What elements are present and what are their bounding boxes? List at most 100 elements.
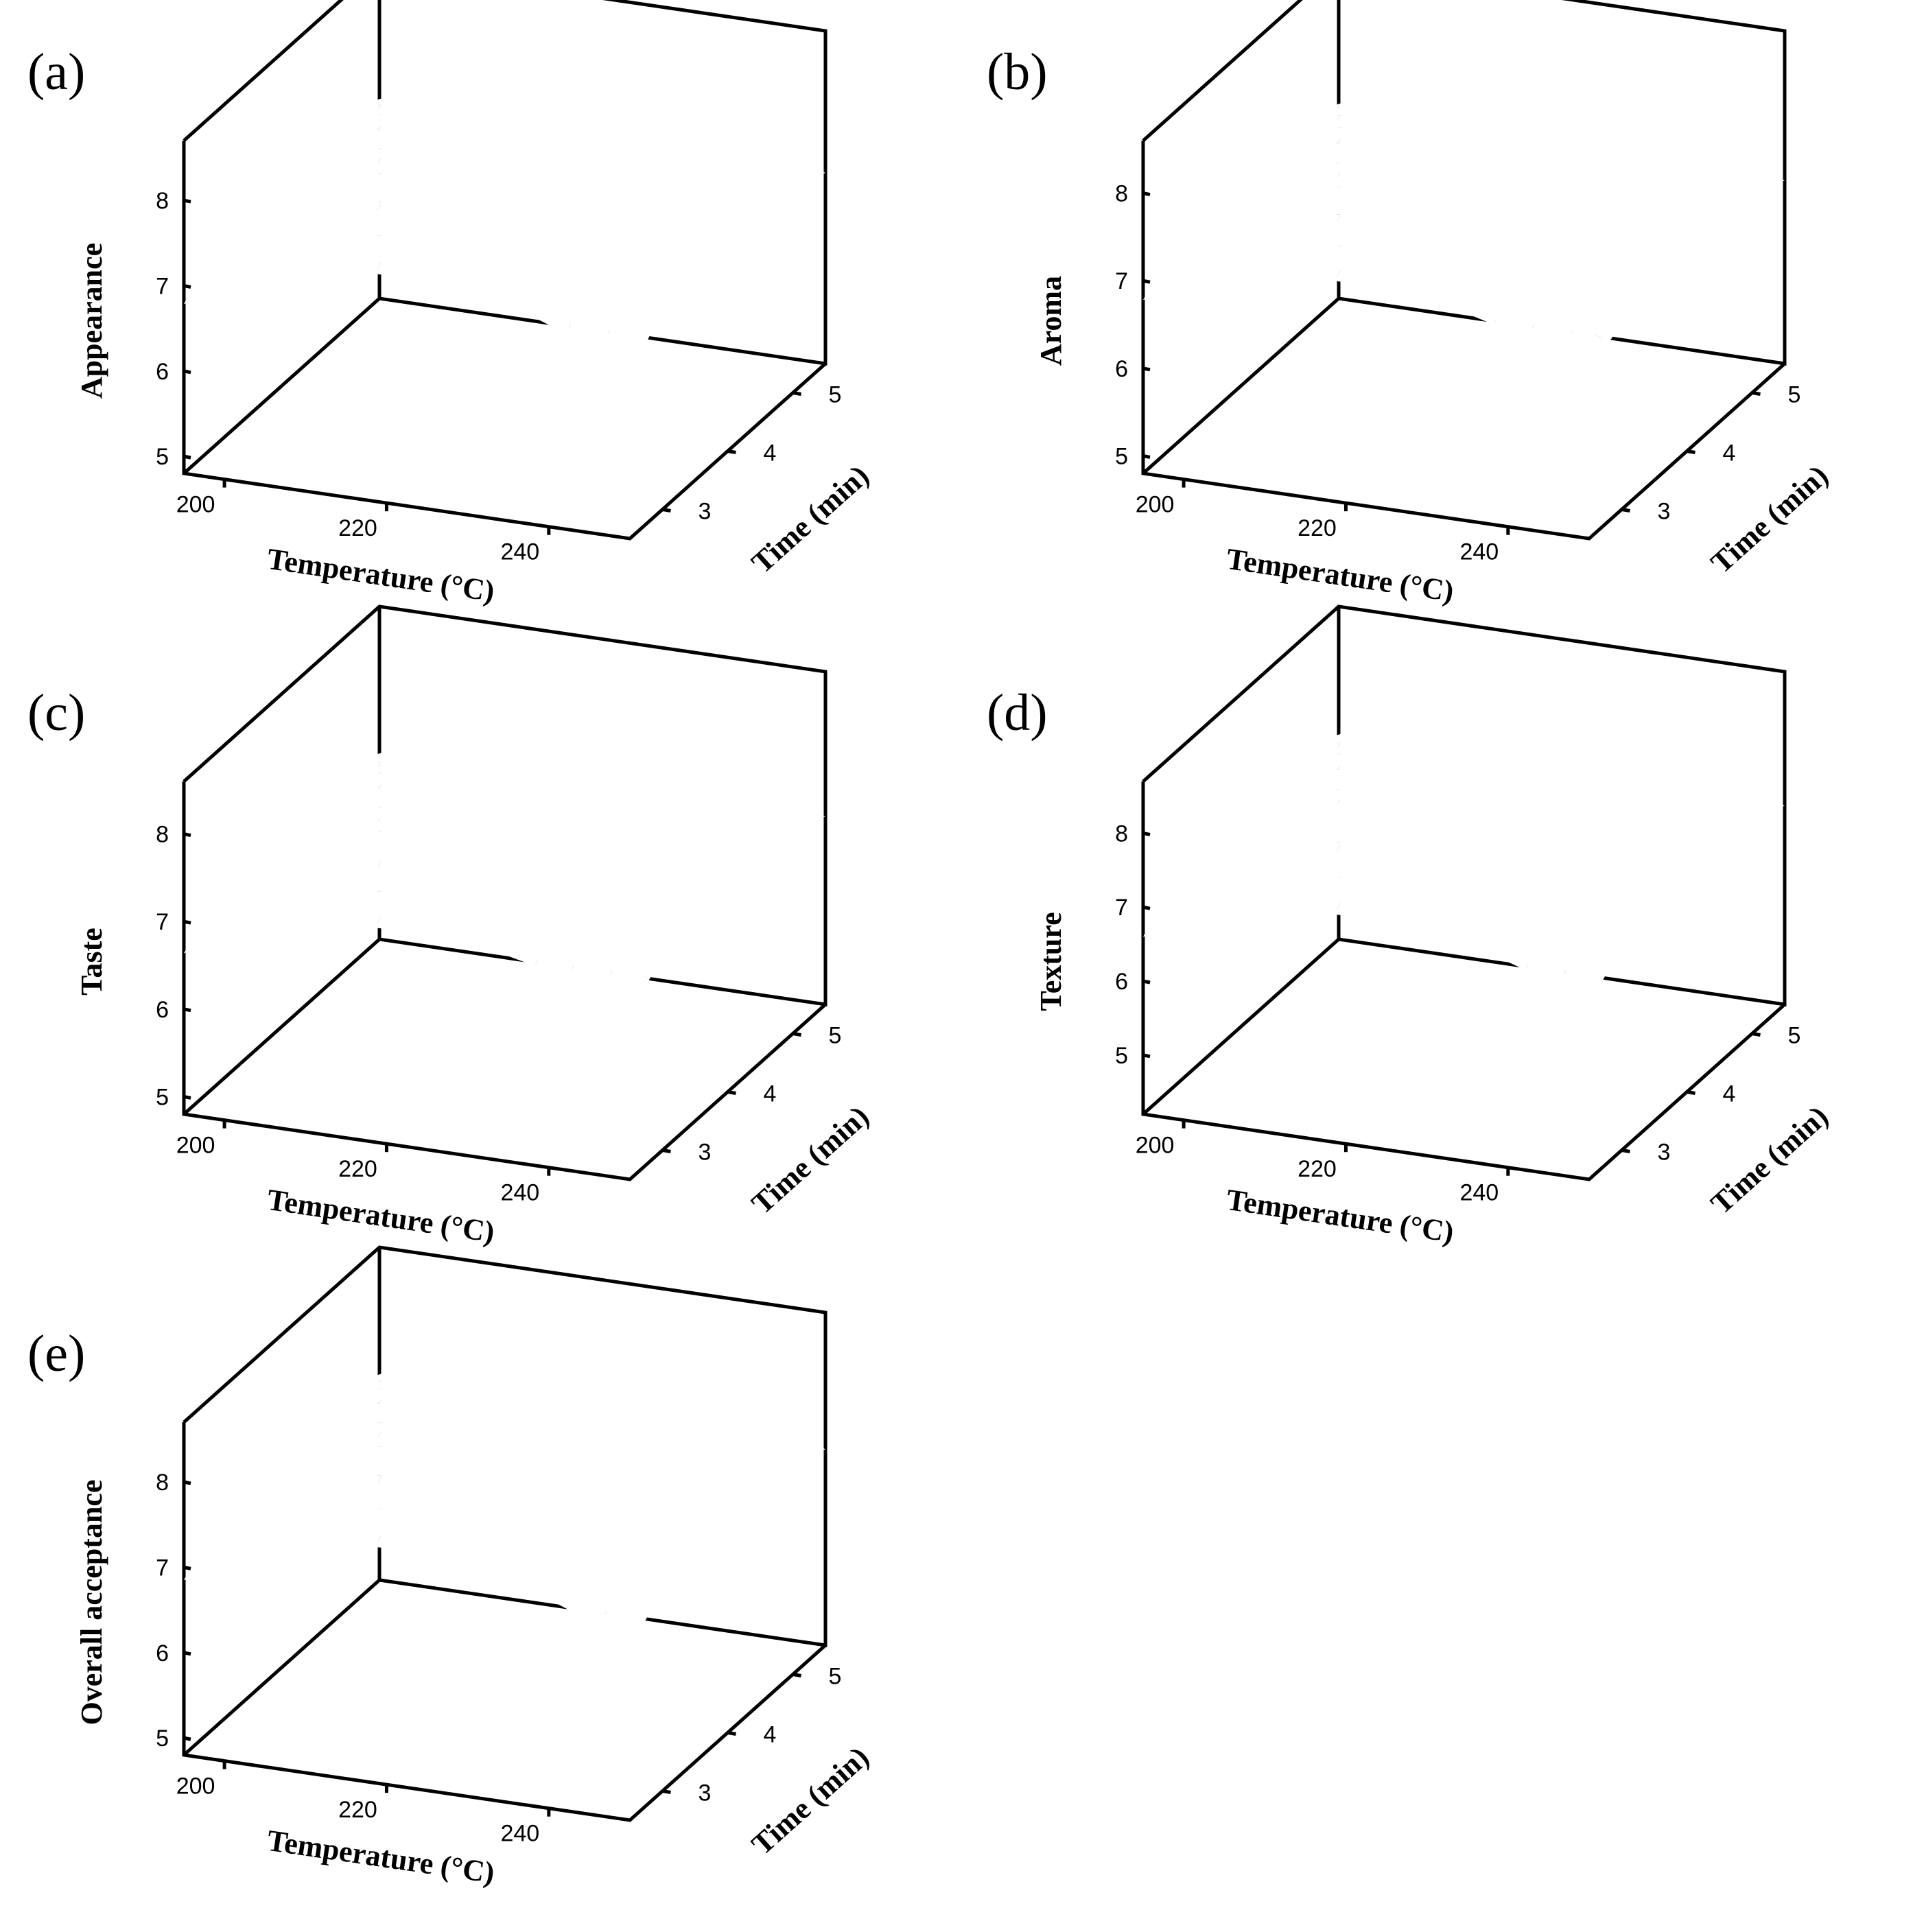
surface-cell [509,1465,561,1507]
surface-cell [1366,251,1418,292]
z-tick-mark [1142,279,1151,284]
surface-cell [632,151,684,186]
surface-cell [1437,200,1489,237]
surface-cell [551,73,602,80]
y-tick-mark [662,508,671,513]
surface-cell [1604,202,1656,242]
surface-cell [1584,223,1636,266]
surface-cell [500,1348,552,1356]
surface-cell [1501,220,1553,261]
surface-cell [1616,241,1667,285]
surface-cell [1444,771,1496,800]
surface-cell [426,1479,478,1520]
surface-cell [612,823,664,860]
surface-cell [618,281,669,337]
y-tick-mark [793,1032,801,1037]
surface-cell [1432,125,1483,148]
y-tick-mark [1687,449,1695,454]
surface-cell [362,1475,414,1510]
surface-cell [620,1396,672,1426]
surface-cell [318,1447,371,1481]
panel-e: (e) 5 6 7 8 200 220 240 3 4 5 Temperature (°C) Time … [27,1245,876,1890]
surface-cell [453,126,505,152]
surface-cell [1400,123,1452,144]
surface-cell [754,802,806,829]
z-tick-label: 6 [1115,356,1128,382]
surface-cell [370,1419,422,1448]
surface-cell [512,741,563,756]
surface-cell [715,1447,767,1484]
surface-cell [294,794,346,823]
surface-cell [1363,90,1415,103]
surface-cell [1591,169,1643,202]
y-tick-mark [1621,508,1630,513]
surface-cell [436,76,488,87]
surface-cell [1363,719,1415,731]
surface-cell [1606,732,1658,746]
surface-cell [401,146,454,174]
surface-cell [605,884,657,929]
x-tick-label: 200 [1136,1133,1175,1159]
surface-cell [375,236,427,278]
surface-cell [357,785,410,810]
panel-label: (b) [987,43,1048,101]
surface-cell [1606,104,1658,121]
surface-cell [298,1476,351,1515]
surface-cell [242,166,294,204]
surface-cell [1478,713,1530,718]
surface-cell [1643,791,1695,823]
surface-cell [1579,764,1631,791]
surface-cell [1368,123,1420,141]
surface-cell [414,173,466,207]
surface-cell [286,177,338,213]
surface-cell [1481,247,1533,291]
surface-cell [1598,753,1650,777]
surface-cell [607,101,659,123]
surface-cell [774,798,825,821]
surface-cell [465,151,517,184]
surface-cell [624,207,677,252]
surface-cell [543,744,596,762]
surface-cell [735,810,786,840]
surface-cell [490,222,542,267]
z-tick-label: 8 [1115,181,1128,207]
surface-cell [742,1408,794,1430]
surface-cell [580,811,633,845]
surface-cell [1300,731,1351,748]
surface-cell [1405,819,1457,855]
surface-cell [543,1359,596,1376]
surface-cell [548,144,600,178]
surface-cell [1432,749,1483,772]
surface-cell [607,1374,659,1397]
surface-cell [423,733,476,742]
surface-cell [639,768,691,791]
surface-cell [671,1400,723,1428]
surface-cell [320,757,373,779]
surface-cell [1214,821,1266,858]
surface-cell [286,835,338,869]
surface-cell [1201,803,1254,838]
surface-cell [690,772,742,794]
surface-cell [1468,833,1521,873]
surface-cell [478,1456,530,1496]
surface-cell [626,750,679,768]
surface-cell [651,1411,703,1442]
surface-cell [247,895,299,936]
surface-cell [1662,157,1714,187]
surface-cell [1278,187,1330,217]
surface-cell [338,806,390,835]
surface-cell [453,1398,505,1424]
surface-cell [338,148,390,178]
surface-cell [1194,851,1246,891]
surface-cell [274,1432,326,1468]
surface-cell [605,1508,657,1557]
surface-cell [1586,110,1638,130]
surface-cell [1713,166,1765,195]
surface-cell [318,173,371,207]
surface-cell [1322,843,1374,878]
surface-cell [1182,199,1234,236]
surface-cell [1319,95,1371,110]
surface-cell [465,810,517,841]
surface-cell [485,788,537,816]
surface-cell [1356,734,1408,751]
